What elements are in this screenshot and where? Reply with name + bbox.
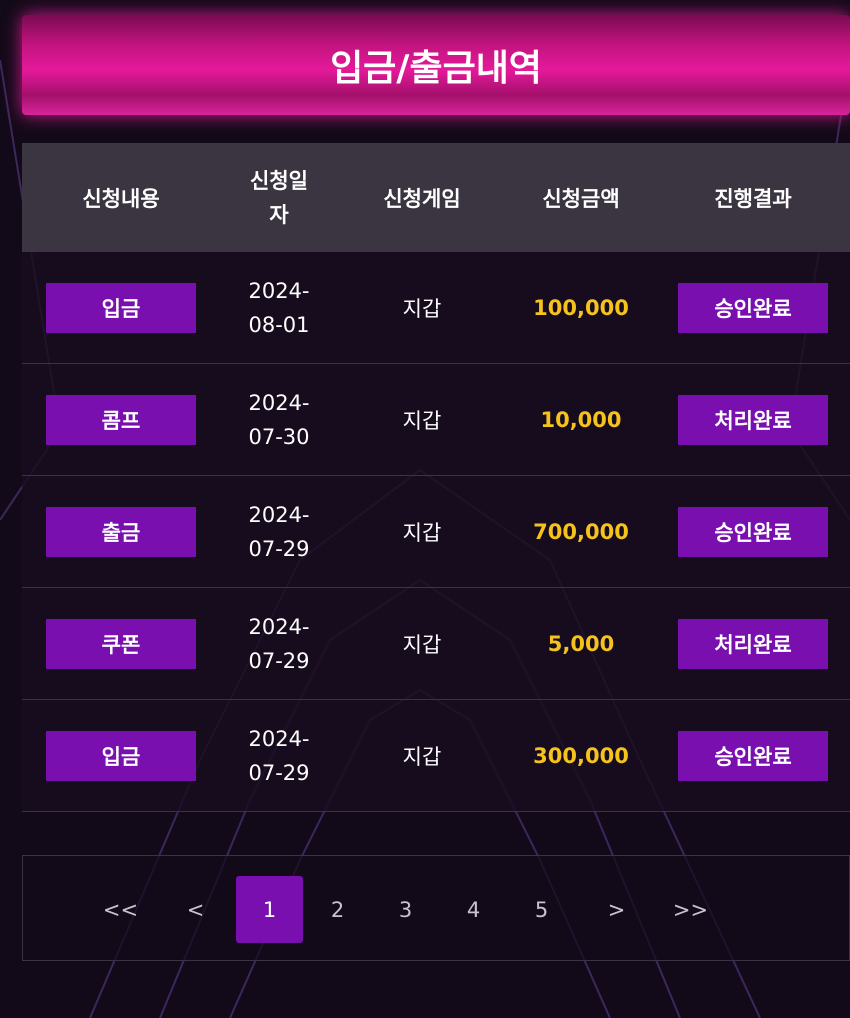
status-badge: 처리완료 [678,394,828,445]
status-badge: 승인완료 [678,730,828,781]
table-cell: 2024-07-30 [220,364,338,475]
pagination: << <1 2 3 4 5 > >> [22,855,850,961]
game-text: 지갑 [402,296,442,321]
table-cell: 2024-08-01 [220,252,338,363]
page-button[interactable]: 1 [236,876,303,943]
header-label: 진행결과 [714,186,792,211]
table-cell: 승인완료 [656,476,850,587]
date-text: 2024-07-29 [248,614,310,673]
type-badge: 입금 [46,730,196,781]
table-header: 신청내용 신청일자 신청게임 신청금액 진행결과 [22,143,850,252]
date-text: 2024-07-30 [248,390,310,449]
amount-text: 10,000 [540,407,622,432]
table-cell: 2024-07-29 [220,476,338,587]
table-row: 입금 2024-07-29 지갑 300,000 승인완료 [22,700,850,812]
table-cell: 2024-07-29 [220,588,338,699]
table-cell: 승인완료 [656,700,850,811]
page-button[interactable]: << [102,897,139,922]
table-cell: 지갑 [338,700,506,811]
header-label: 신청일자 [250,168,308,227]
type-badge: 쿠폰 [46,618,196,669]
table-cell: 지갑 [338,252,506,363]
table-cell: 승인완료 [656,252,850,363]
header-cell: 진행결과 [656,143,850,252]
header-label: 신청금액 [542,186,620,211]
amount-text: 300,000 [533,743,629,768]
page-button[interactable]: 2 [330,897,345,922]
page-button[interactable]: >> [672,897,709,922]
table-cell: 쿠폰 [22,588,220,699]
table-cell: 10,000 [506,364,656,475]
table-row: 쿠폰 2024-07-29 지갑 5,000 처리완료 [22,588,850,700]
game-text: 지갑 [402,520,442,545]
page-button[interactable]: 3 [398,897,413,922]
table-cell: 5,000 [506,588,656,699]
header-label: 신청게임 [383,186,461,211]
game-text: 지갑 [402,744,442,769]
table-cell: 300,000 [506,700,656,811]
table-cell: 700,000 [506,476,656,587]
date-text: 2024-07-29 [248,502,310,561]
table-cell: 지갑 [338,588,506,699]
date-text: 2024-08-01 [248,278,310,337]
table-row: 콤프 2024-07-30 지갑 10,000 처리완료 [22,364,850,476]
table-cell: 처리완료 [656,588,850,699]
table-row: 입금 2024-08-01 지갑 100,000 승인완료 [22,252,850,364]
header-cell: 신청내용 [22,143,220,252]
page-title: 입금/출금내역 [22,15,850,115]
status-badge: 승인완료 [678,506,828,557]
date-text: 2024-07-29 [248,726,310,785]
status-badge: 처리완료 [678,618,828,669]
status-badge: 승인완료 [678,282,828,333]
table-cell: 지갑 [338,364,506,475]
page-button[interactable]: < [186,897,205,922]
type-badge: 입금 [46,282,196,333]
table-cell: 콤프 [22,364,220,475]
table-cell: 입금 [22,700,220,811]
game-text: 지갑 [402,632,442,657]
type-badge: 콤프 [46,394,196,445]
amount-text: 5,000 [547,631,615,656]
table-cell: 2024-07-29 [220,700,338,811]
header-cell: 신청일자 [220,143,338,252]
game-text: 지갑 [402,408,442,433]
table-cell: 지갑 [338,476,506,587]
page-button[interactable]: 5 [534,897,549,922]
table-cell: 100,000 [506,252,656,363]
table-row: 출금 2024-07-29 지갑 700,000 승인완료 [22,476,850,588]
amount-text: 100,000 [533,295,629,320]
amount-text: 700,000 [533,519,629,544]
table-cell: 출금 [22,476,220,587]
header-label: 신청내용 [82,186,160,211]
header-cell: 신청게임 [338,143,506,252]
type-badge: 출금 [46,506,196,557]
table-cell: 처리완료 [656,364,850,475]
table-cell: 입금 [22,252,220,363]
page-button[interactable]: > [607,897,626,922]
page-button[interactable]: 4 [466,897,481,922]
header-cell: 신청금액 [506,143,656,252]
